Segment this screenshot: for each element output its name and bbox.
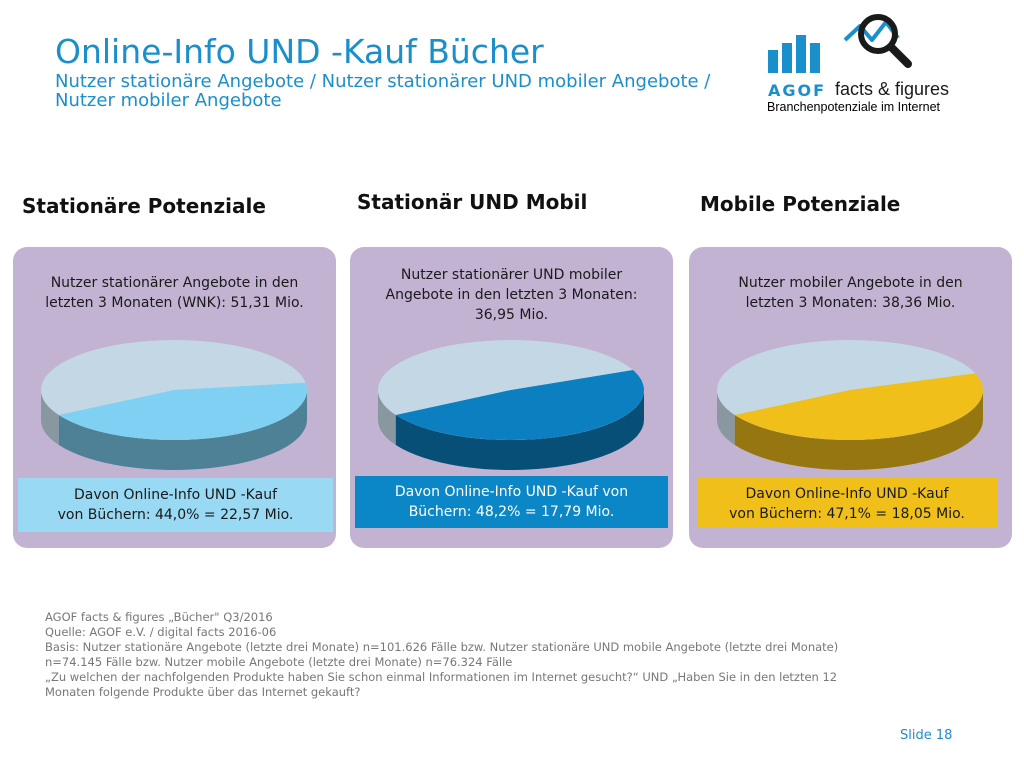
heading-mobile: Mobile Potenziale [700, 192, 901, 216]
result-line: von Büchern: 47,1% = 18,05 Mio. [729, 506, 965, 522]
result-box-stationary-and-mobile: Davon Online-Info UND -Kauf von Büchern:… [355, 476, 668, 528]
result-box-mobile: Davon Online-Info UND -Kauf von Büchern:… [697, 478, 997, 528]
pie-side-slice [734, 390, 983, 470]
page-title: Online-Info UND -Kauf Bücher [55, 32, 544, 71]
pie-side-rest [41, 390, 59, 445]
slide-number: Slide 18 [900, 728, 953, 743]
logo-brand: AGOF [768, 81, 827, 100]
footnote: AGOF facts & figures „Bücher" Q3/2016 Qu… [45, 610, 975, 700]
subtitle-line: Nutzer stationäre Angebote / Nutzer stat… [55, 71, 711, 92]
pie-slice-value [395, 370, 644, 440]
footnote-line: „Zu welchen der nachfolgenden Produkte h… [45, 670, 838, 684]
pie-side-rest [717, 390, 735, 445]
page-subtitle: Nutzer stationäre Angebote / Nutzer stat… [55, 72, 815, 110]
population-text: Nutzer mobiler Angebote in den letzten 3… [689, 273, 1012, 313]
panel-mobile: Nutzer mobiler Angebote in den letzten 3… [689, 247, 1012, 548]
pie-chart-stationary [41, 340, 308, 470]
pie-side-rest [378, 390, 396, 445]
pie-slice-value [58, 382, 308, 440]
logo-product: facts & figures [835, 79, 950, 99]
footnote-line: n=74.145 Fälle bzw. Nutzer mobile Angebo… [45, 655, 513, 669]
result-line: Büchern: 48,2% = 17,79 Mio. [408, 504, 615, 520]
population-line: Nutzer mobiler Angebote in den [738, 275, 963, 291]
population-line: Nutzer stationärer UND mobiler [400, 267, 623, 283]
heading-stationary-and-mobile: Stationär UND Mobil [357, 190, 588, 214]
agof-logo: AGOF facts & figures Branchenpotenziale … [760, 8, 960, 118]
population-line: letzten 3 Monaten: 38,36 Mio. [745, 295, 956, 311]
result-box-stationary: Davon Online-Info UND -Kauf von Büchern:… [18, 478, 333, 532]
population-line: Nutzer stationärer Angebote in den [50, 275, 299, 291]
result-line: von Büchern: 44,0% = 22,57 Mio. [57, 507, 294, 523]
footnote-line: AGOF facts & figures „Bücher" Q3/2016 [45, 610, 273, 624]
panel-stationary: Nutzer stationärer Angebote in den letzt… [13, 247, 336, 548]
pie-chart-mobile [717, 340, 984, 470]
population-text: Nutzer stationärer UND mobiler Angebote … [350, 265, 673, 325]
population-text: Nutzer stationärer Angebote in den letzt… [13, 273, 336, 313]
bar-chart-magnifier-icon [768, 14, 912, 73]
pie-slice-value [734, 373, 984, 441]
pie-chart-stationary-and-mobile [378, 340, 644, 470]
result-line: Davon Online-Info UND -Kauf [745, 486, 949, 502]
population-line: Angebote in den letzten 3 Monaten: [385, 287, 638, 303]
footnote-line: Monaten folgende Produkte über das Inter… [45, 685, 361, 699]
population-line: 36,95 Mio. [474, 307, 549, 323]
panel-stationary-and-mobile: Nutzer stationärer UND mobiler Angebote … [350, 247, 673, 548]
result-line: Davon Online-Info UND -Kauf [73, 487, 277, 503]
footnote-line: Quelle: AGOF e.V. / digital facts 2016-0… [45, 625, 277, 639]
logo-tagline: Branchenpotenziale im Internet [767, 100, 941, 114]
pie-side-slice [395, 390, 644, 470]
population-line: letzten 3 Monaten (WNK): 51,31 Mio. [45, 295, 304, 311]
heading-stationary: Stationäre Potenziale [22, 194, 266, 218]
subtitle-line: Nutzer mobiler Angebote [55, 90, 282, 111]
pie-side-slice [58, 390, 308, 470]
result-line: Davon Online-Info UND -Kauf von [394, 484, 629, 500]
footnote-line: Basis: Nutzer stationäre Angebote (letzt… [45, 640, 839, 654]
